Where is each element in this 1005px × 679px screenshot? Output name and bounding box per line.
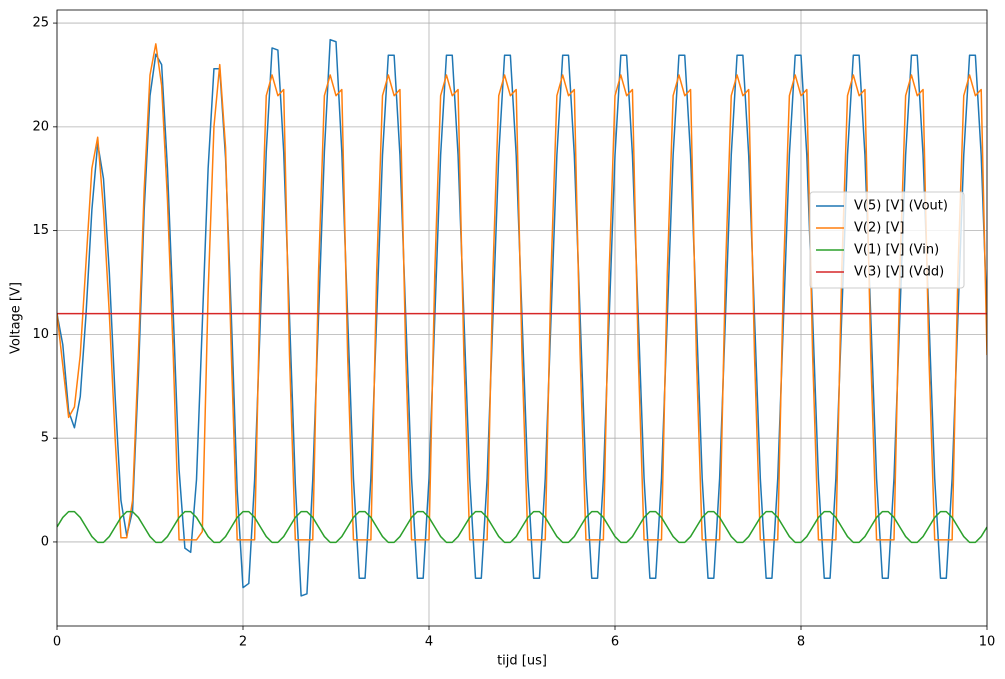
series-line — [57, 510, 987, 544]
series-line — [57, 43, 987, 541]
plot-area — [57, 38, 987, 597]
legend-label: V(5) [V] (Vout) — [854, 199, 948, 214]
y-tick-label: 25 — [32, 16, 49, 31]
legend-box — [809, 191, 965, 289]
x-axis-label: tijd [us] — [497, 654, 547, 669]
x-tick-label: 2 — [239, 635, 247, 650]
x-tick-label: 4 — [425, 635, 433, 650]
axes-frame — [56, 9, 988, 627]
y-axis-label: Voltage [V] — [9, 282, 24, 354]
legend-label: V(2) [V] — [854, 221, 904, 236]
legend-label: V(1) [V] (Vin) — [854, 243, 939, 258]
x-tick-label: 8 — [797, 635, 805, 650]
series-line — [57, 38, 987, 597]
x-tick-label: 0 — [53, 635, 61, 650]
ticks: 0 2 4 6 8 10 0 5 10 15 20 25 — [32, 16, 995, 650]
legend-label: V(3) [V] (Vdd) — [854, 265, 944, 280]
y-tick-label: 5 — [41, 431, 49, 446]
x-tick-label: 10 — [979, 635, 996, 650]
y-tick-label: 0 — [41, 534, 49, 549]
y-tick-label: 20 — [32, 119, 49, 134]
x-tick-label: 6 — [611, 635, 619, 650]
y-tick-label: 10 — [32, 327, 49, 342]
legend: V(5) [V] (Vout) V(2) [V] V(1) [V] (Vin) V(3… — [809, 191, 965, 289]
y-tick-label: 15 — [32, 223, 49, 238]
